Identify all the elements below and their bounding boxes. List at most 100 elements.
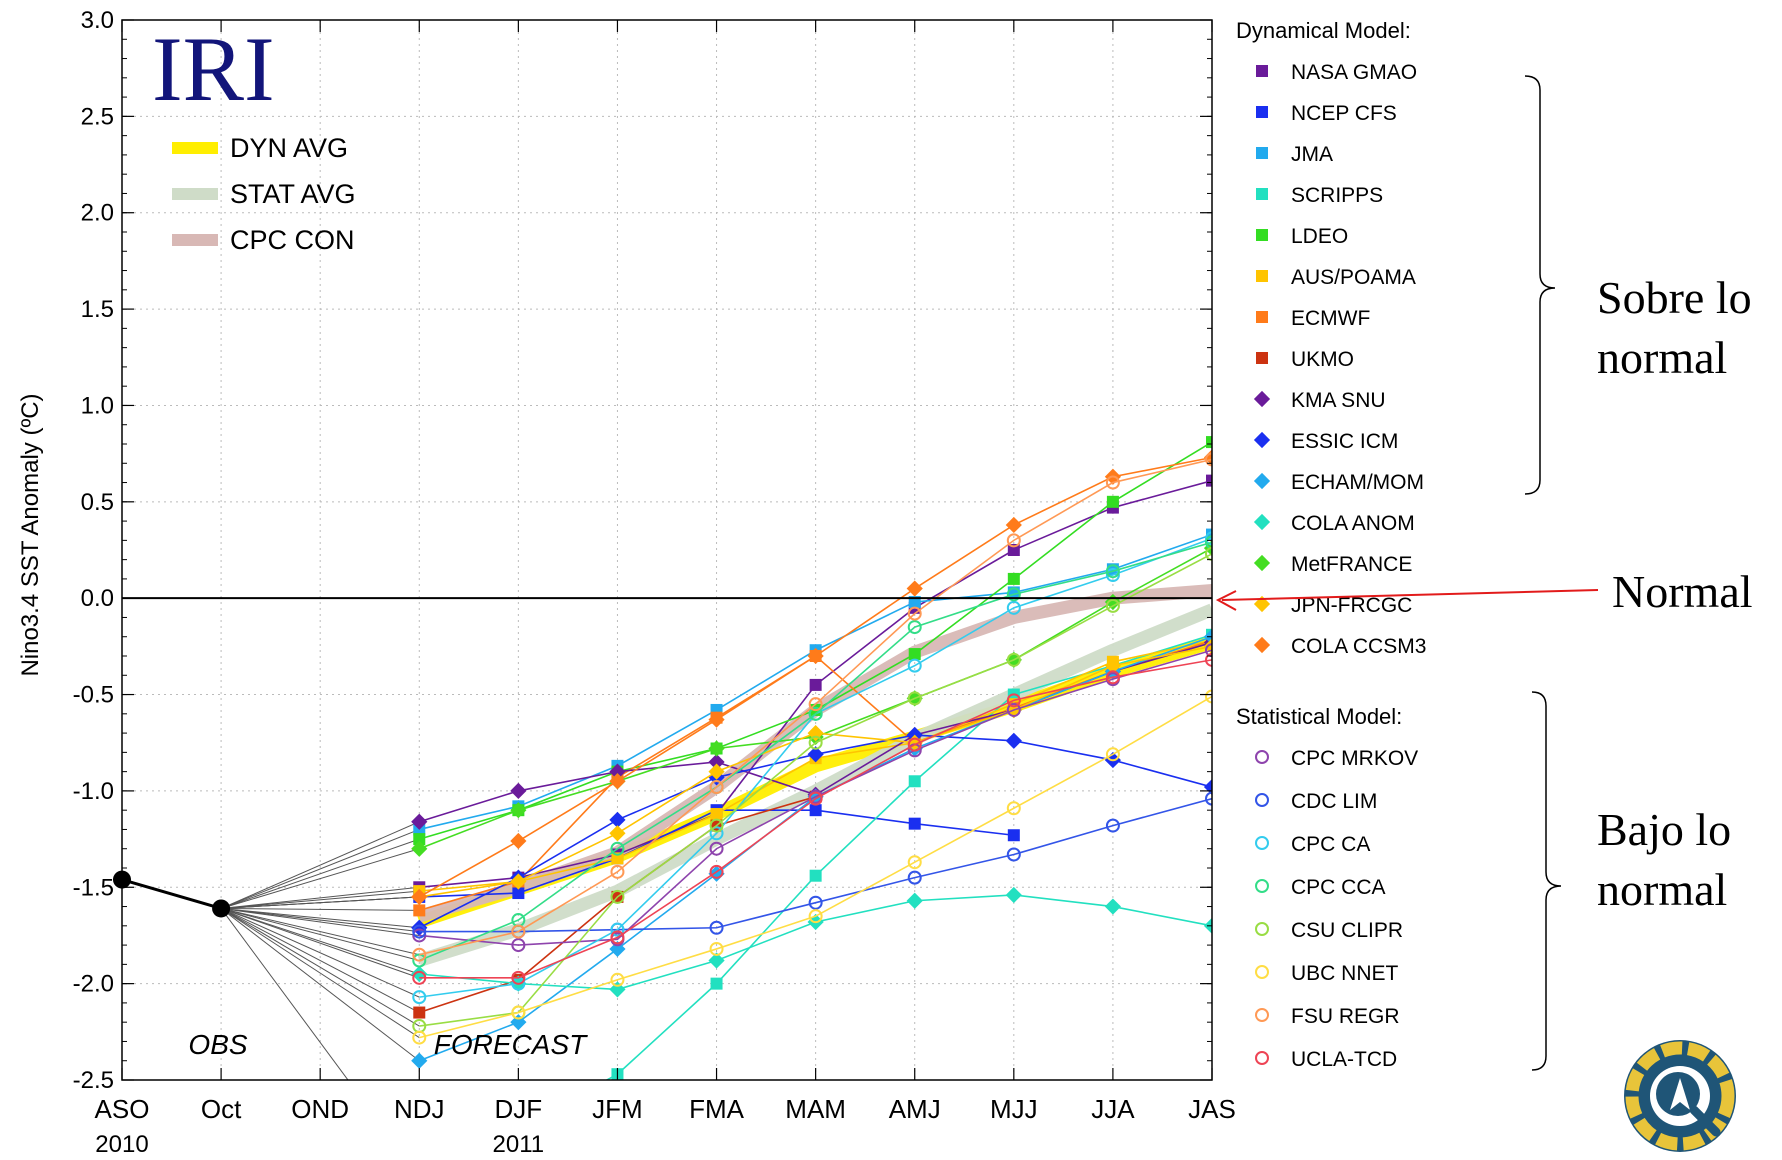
model-point (511, 970, 526, 985)
x-tick-label: MAM (785, 1094, 846, 1124)
model-point (1005, 886, 1022, 904)
model-point (906, 892, 923, 909)
legend-label: LDEO (1291, 225, 1348, 248)
model-point (1006, 801, 1021, 816)
model-legend: Dynamical Model: Statistical Model: NASA… (1236, 18, 1426, 1071)
x-tick-label: AMJ (889, 1094, 941, 1124)
model-point (610, 841, 625, 856)
model-point (807, 724, 824, 742)
legend-marker (1255, 1008, 1269, 1022)
model-point (907, 870, 922, 885)
y-tick-label: -0.5 (73, 682, 114, 709)
forecast-fan-line (221, 907, 420, 929)
forecast-fan-line (221, 907, 420, 933)
model-point (808, 735, 823, 750)
legend-label: CDC LIM (1291, 790, 1377, 813)
org-logo-icon (1624, 1040, 1736, 1152)
model-point (808, 791, 823, 806)
model-point (412, 1030, 427, 1045)
annotation-above-normal: Sobre lo normal (1597, 272, 1752, 383)
legend-marker (1255, 836, 1269, 850)
model-point (1106, 495, 1119, 508)
model-point (908, 775, 921, 788)
model-point (413, 833, 426, 846)
model-point (1205, 791, 1212, 806)
model-line (418, 541, 1212, 962)
iri-logo-text: IRI (152, 18, 275, 120)
model-point (1205, 535, 1212, 550)
legend-marker (1256, 188, 1268, 200)
legend-marker (1253, 636, 1271, 654)
legend-marker (1255, 965, 1269, 979)
forecast-fan-line (220, 907, 420, 956)
y-tick-label: -1.0 (73, 778, 114, 805)
model-point (908, 817, 921, 830)
y-tick-label: 3.0 (81, 7, 114, 34)
forecast-fan-line (220, 908, 420, 979)
model-point (709, 920, 724, 935)
axes: 3.0 2.5 2.0 1.5 1.0 0.5 0.0 -0.5 -1.0 -1.5 -2.0 -2.… (73, 7, 1236, 1158)
legend-label: SCRIPPS (1291, 184, 1383, 207)
forecast-fan-line (220, 821, 420, 909)
below-normal-bracket (1531, 691, 1562, 1071)
legend-marker (1253, 513, 1271, 531)
model-point (512, 887, 525, 900)
legend-label: ECHAM/MOM (1291, 471, 1424, 494)
y-tick-label: 0.0 (81, 585, 114, 612)
forecast-fan-line (220, 908, 420, 1039)
model-point (809, 804, 822, 817)
model-point (411, 888, 428, 906)
forecast-fan-line (221, 896, 420, 909)
model-point (709, 841, 724, 856)
legend-label: ESSIC ICM (1291, 430, 1398, 453)
model-point (412, 970, 427, 985)
model-point (411, 1052, 428, 1069)
x-tick-label: JFM (592, 1094, 643, 1124)
legend-marker (1256, 106, 1268, 118)
forecast-fan-line (220, 907, 420, 975)
model-point (510, 802, 527, 819)
legend-label: NASA GMAO (1291, 61, 1417, 84)
model-point (708, 711, 725, 728)
model-point (808, 909, 823, 924)
model-point (1205, 452, 1212, 467)
forecast-fan-line (221, 907, 420, 936)
legend-label: JPN-FRCGC (1291, 594, 1412, 617)
model-point (907, 620, 922, 635)
average-legend-label: DYN AVG (230, 133, 348, 163)
model-point (907, 691, 922, 706)
forecast-fan-line (221, 907, 420, 911)
x-tick-label: NDJ (394, 1094, 445, 1124)
model-point (907, 606, 922, 621)
model-point (808, 895, 823, 910)
model-point (609, 811, 626, 828)
model-point (1105, 598, 1120, 613)
model-point (808, 697, 823, 712)
legend-marker (1255, 879, 1269, 893)
legend-marker (1256, 311, 1268, 323)
forecast-fan-line (220, 908, 420, 1027)
model-point (1105, 568, 1120, 583)
model-point (1206, 436, 1212, 449)
x-tick-label: JJA (1091, 1094, 1135, 1124)
model-point (1005, 516, 1022, 534)
model-point (610, 922, 625, 937)
plot-border (121, 19, 1213, 1081)
model-point (807, 746, 824, 763)
model-line (419, 797, 1212, 933)
legend-label: MetFRANCE (1291, 553, 1412, 576)
average-legend-label: CPC CON (230, 225, 355, 255)
legend-label: ECMWF (1291, 307, 1370, 330)
model-point (510, 873, 527, 890)
model-point (709, 864, 724, 879)
legend-label: COLA CCSM3 (1291, 635, 1426, 658)
model-point (412, 924, 427, 939)
model-point (413, 904, 426, 917)
model-line (419, 649, 1212, 946)
legend-label: UCLA-TCD (1291, 1048, 1397, 1071)
y-axis-label: Nino3.4 SST Anomaly (ºC) (17, 393, 44, 676)
model-point (611, 852, 624, 865)
obs-label: OBS (188, 1029, 247, 1060)
model-point (1206, 474, 1212, 487)
